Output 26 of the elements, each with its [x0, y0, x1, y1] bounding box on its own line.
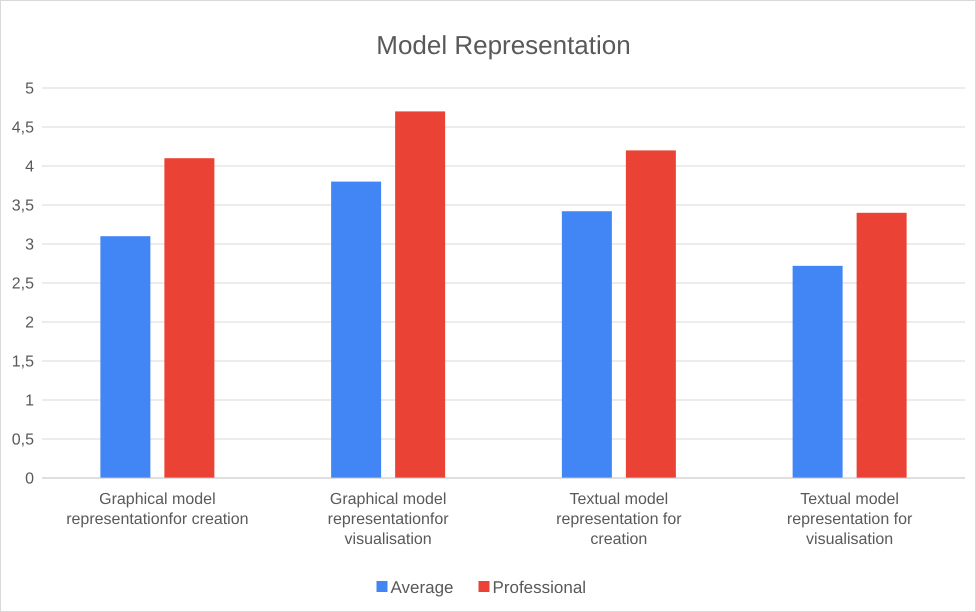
- y-tick-label: 5: [25, 80, 34, 98]
- chart-title: Model Representation: [376, 30, 631, 60]
- legend-label: Professional: [492, 578, 586, 597]
- bar: [100, 236, 150, 478]
- y-tick-label: 1: [25, 392, 34, 410]
- y-tick-label: 2: [25, 314, 34, 332]
- bar: [856, 212, 907, 478]
- x-tick-label: Graphical model representationfor creation: [66, 491, 249, 528]
- y-tick-label: 0: [25, 470, 34, 488]
- bar: [164, 158, 214, 478]
- bar: [395, 111, 446, 478]
- legend-label: Average: [390, 578, 454, 597]
- x-tick-label: Textual model representation for visualisation: [786, 491, 913, 548]
- bar: [792, 266, 843, 478]
- y-tick-label: 1,5: [12, 354, 34, 371]
- y-tick-label: 3,5: [12, 198, 34, 215]
- y-tick-label: 3: [25, 236, 34, 254]
- bar: [562, 211, 612, 478]
- y-tick-label: 0,5: [12, 432, 34, 449]
- x-tick-label: Graphical model representationfor visualisation: [328, 491, 450, 548]
- y-tick-label: 4,5: [12, 120, 34, 137]
- bar: [626, 150, 676, 478]
- y-tick-label: 2,5: [12, 276, 34, 293]
- x-tick-label: Textual model representation for creation: [556, 491, 682, 548]
- bar: [331, 182, 382, 478]
- y-tick-label: 4: [25, 158, 34, 176]
